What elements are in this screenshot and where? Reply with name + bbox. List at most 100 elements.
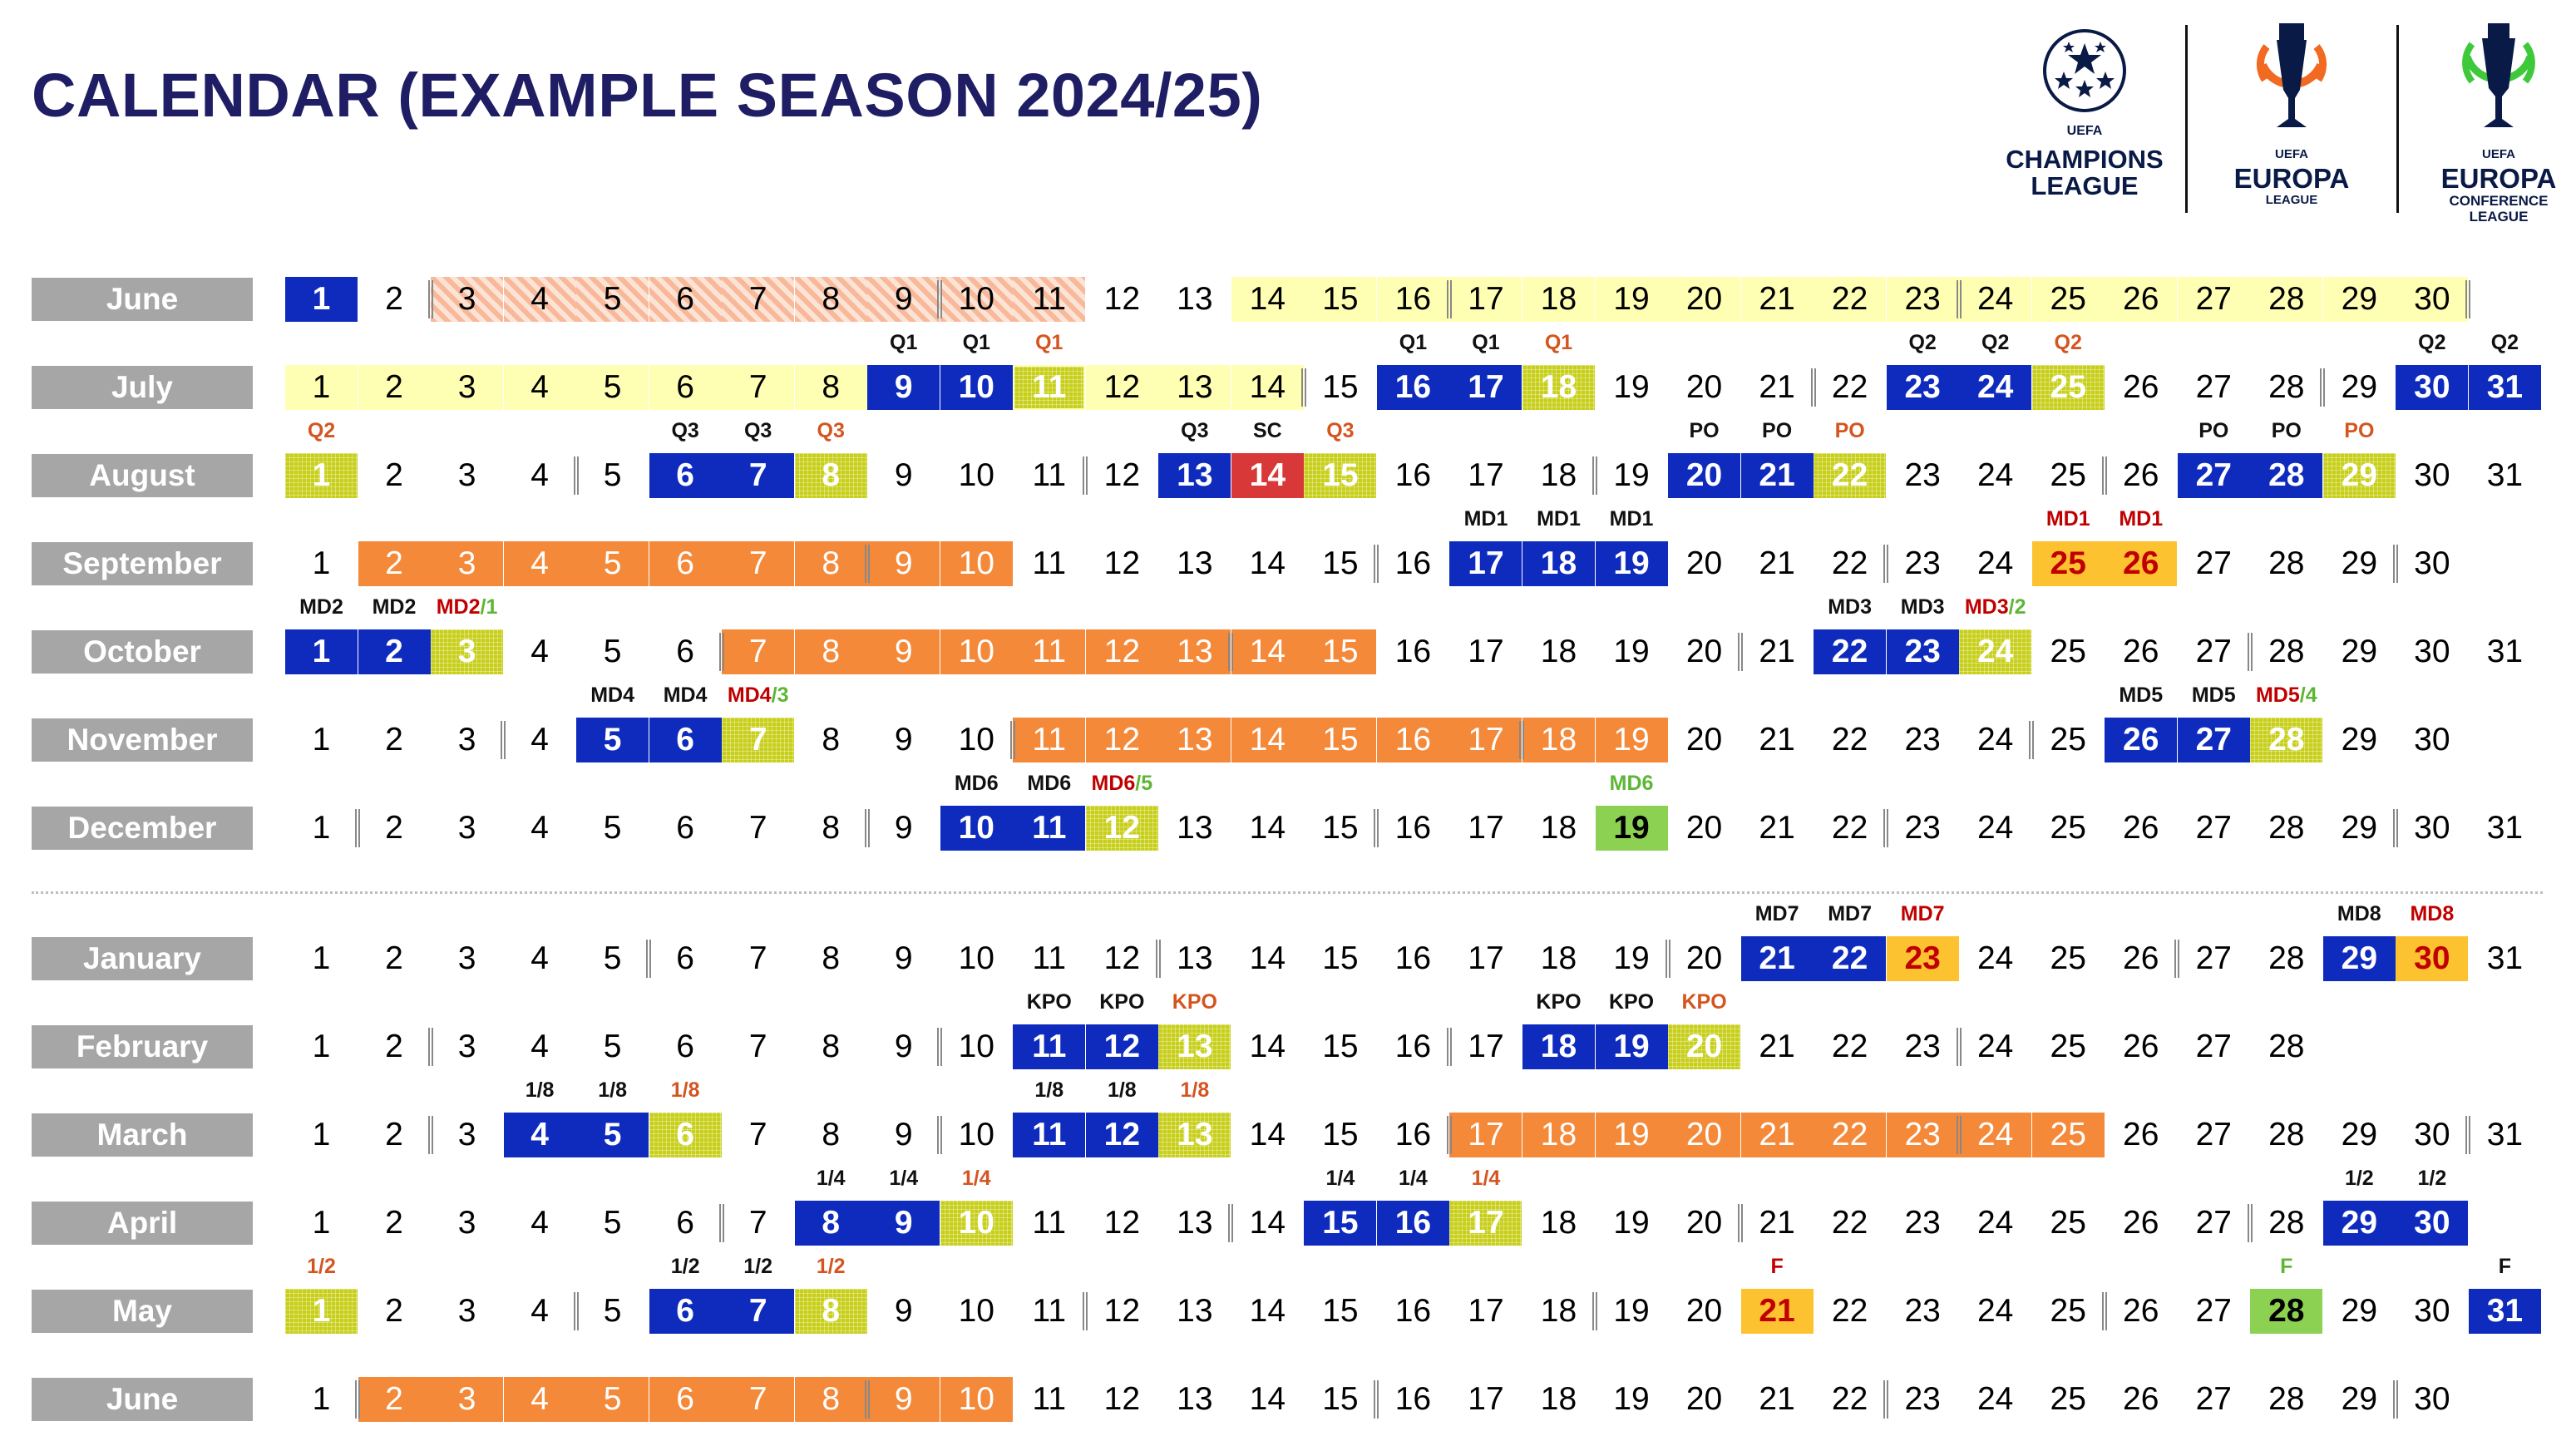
- match-label-part: MD4: [590, 683, 634, 707]
- day-cell: 24: [1959, 365, 2032, 410]
- day-cell: 28: [2268, 1029, 2305, 1064]
- month-row: April 1 2 3 4 5 6 7 8 1/4 9 1/4 10 1/4 11 12 13 14 15 1/4 16…: [0, 1160, 2576, 1246]
- day-cell: 26: [2123, 1381, 2159, 1417]
- day-cell: 31: [2486, 457, 2524, 493]
- match-label: 1/2: [285, 1255, 358, 1279]
- day-cell: 8: [822, 1117, 841, 1152]
- match-label-part: MD8: [2410, 902, 2455, 925]
- day-cell: 26: [2105, 718, 2178, 762]
- day-cell: 30: [2396, 936, 2469, 981]
- uecl-trophy-icon: [2462, 23, 2535, 127]
- day-cell: 30: [2414, 722, 2450, 757]
- day-cell: 6: [676, 940, 694, 976]
- day-cell: 12: [1085, 365, 1158, 410]
- day-cell: 11: [1013, 277, 1086, 322]
- match-label-part: /1: [480, 595, 498, 619]
- day-cell: 14: [1231, 453, 1304, 498]
- day-cell: 2: [385, 940, 403, 976]
- week-separator: [573, 456, 579, 495]
- week-separator: [2320, 368, 2326, 407]
- day-cell: 14: [1231, 365, 1304, 410]
- match-label-part: Q3: [671, 419, 699, 442]
- day-cell: 11: [1013, 1024, 1086, 1069]
- day-cell: 4: [503, 541, 576, 586]
- match-label-part: KPO: [1536, 990, 1582, 1014]
- day-cell: 22: [1814, 629, 1887, 674]
- day-cell: 21: [1740, 936, 1814, 981]
- day-cell: 5: [576, 541, 649, 586]
- day-cell: 31: [2468, 1289, 2541, 1334]
- week-separator: [1083, 456, 1088, 495]
- day-cell: 22: [1814, 936, 1887, 981]
- day-cell: 16: [1394, 1029, 1432, 1064]
- day-cell: 24: [1959, 277, 2032, 322]
- day-cell: 6: [649, 1113, 722, 1157]
- day-cell: 7: [722, 629, 795, 674]
- day-cell: 4: [503, 277, 576, 322]
- match-label-part: PO: [1689, 419, 1720, 442]
- day-cell: 23: [1886, 277, 1959, 322]
- day-cell: 5: [603, 634, 622, 669]
- week-separator: [1009, 721, 1015, 759]
- day-cell: 15: [1304, 453, 1377, 498]
- day-cell: 5: [603, 810, 622, 846]
- day-cell: 8: [794, 1289, 867, 1334]
- day-cell: 9: [867, 1201, 940, 1246]
- match-label: MD2/1: [431, 595, 503, 619]
- match-label-part: /5: [1135, 772, 1153, 795]
- day-cell: 7: [748, 1029, 767, 1064]
- day-cell: 26: [2105, 541, 2178, 586]
- week-separator: [2101, 456, 2107, 495]
- day-cell: 17: [1449, 1113, 1522, 1157]
- match-label-part: 1/4: [889, 1167, 919, 1190]
- week-separator: [1083, 1292, 1088, 1330]
- month-row: January 1 2 3 4 5 6 7 8 9 10 11 12 13 14 15 16 17 18 19 20 21…: [0, 896, 2576, 982]
- week-separator: [2392, 809, 2398, 847]
- day-cell: 5: [576, 277, 649, 322]
- month-row: December 1 2 3 4 5 6 7 8 9 10 MD6 11 MD6 12 MD6/5 13 14 15…: [0, 765, 2576, 851]
- match-label-part: MD2: [436, 595, 481, 619]
- week-separator: [1374, 1380, 1379, 1419]
- day-cell: 25: [2031, 365, 2105, 410]
- day-cell: 2: [358, 1377, 431, 1422]
- day-cell: 9: [867, 541, 940, 586]
- day-cell: 17: [1468, 810, 1504, 846]
- week-separator: [1956, 1116, 1962, 1154]
- day-cell: 21: [1759, 810, 1795, 846]
- day-cell: 19: [1595, 277, 1668, 322]
- day-cell: 25: [2050, 1381, 2086, 1417]
- day-cell: 17: [1468, 1293, 1504, 1329]
- uecl-line3: LEAGUE: [2469, 209, 2529, 225]
- day-cell: 1: [285, 277, 358, 322]
- day-cell: 30: [2414, 1117, 2450, 1152]
- match-label-part: KPO: [1172, 990, 1217, 1014]
- day-cell: 3: [457, 1029, 476, 1064]
- day-cell: 21: [1759, 1205, 1795, 1241]
- day-cell: 3: [457, 722, 476, 757]
- match-label-part: 1/8: [525, 1078, 555, 1102]
- day-cell: 16: [1394, 634, 1432, 669]
- match-label: PO: [2178, 419, 2250, 443]
- uel-line2: LEAGUE: [2265, 193, 2318, 207]
- month-label: June: [32, 1378, 253, 1421]
- match-label-part: MD1: [2119, 507, 2164, 530]
- day-cell: 6: [649, 718, 722, 762]
- day-cell: 11: [1032, 1205, 1067, 1241]
- day-cell: 22: [1831, 1205, 1868, 1241]
- day-cell: 23: [1904, 457, 1941, 493]
- day-cell: 26: [2123, 940, 2159, 976]
- day-cell: 28: [2250, 453, 2323, 498]
- day-cell: 18: [1540, 810, 1577, 846]
- day-cell: 24: [1976, 457, 2014, 493]
- match-label: Q2: [2396, 331, 2468, 355]
- match-label: MD5/4: [2250, 683, 2322, 708]
- day-cell: 21: [1740, 1289, 1814, 1334]
- day-cell: 14: [1249, 545, 1286, 581]
- day-cell: 21: [1740, 277, 1814, 322]
- day-cell: 4: [503, 1377, 576, 1422]
- day-cell: 31: [2486, 634, 2524, 669]
- match-label-part: 1/2: [816, 1255, 846, 1278]
- week-separator: [355, 1380, 360, 1419]
- day-cell: 1: [312, 1029, 331, 1064]
- day-cell: 9: [894, 1117, 913, 1152]
